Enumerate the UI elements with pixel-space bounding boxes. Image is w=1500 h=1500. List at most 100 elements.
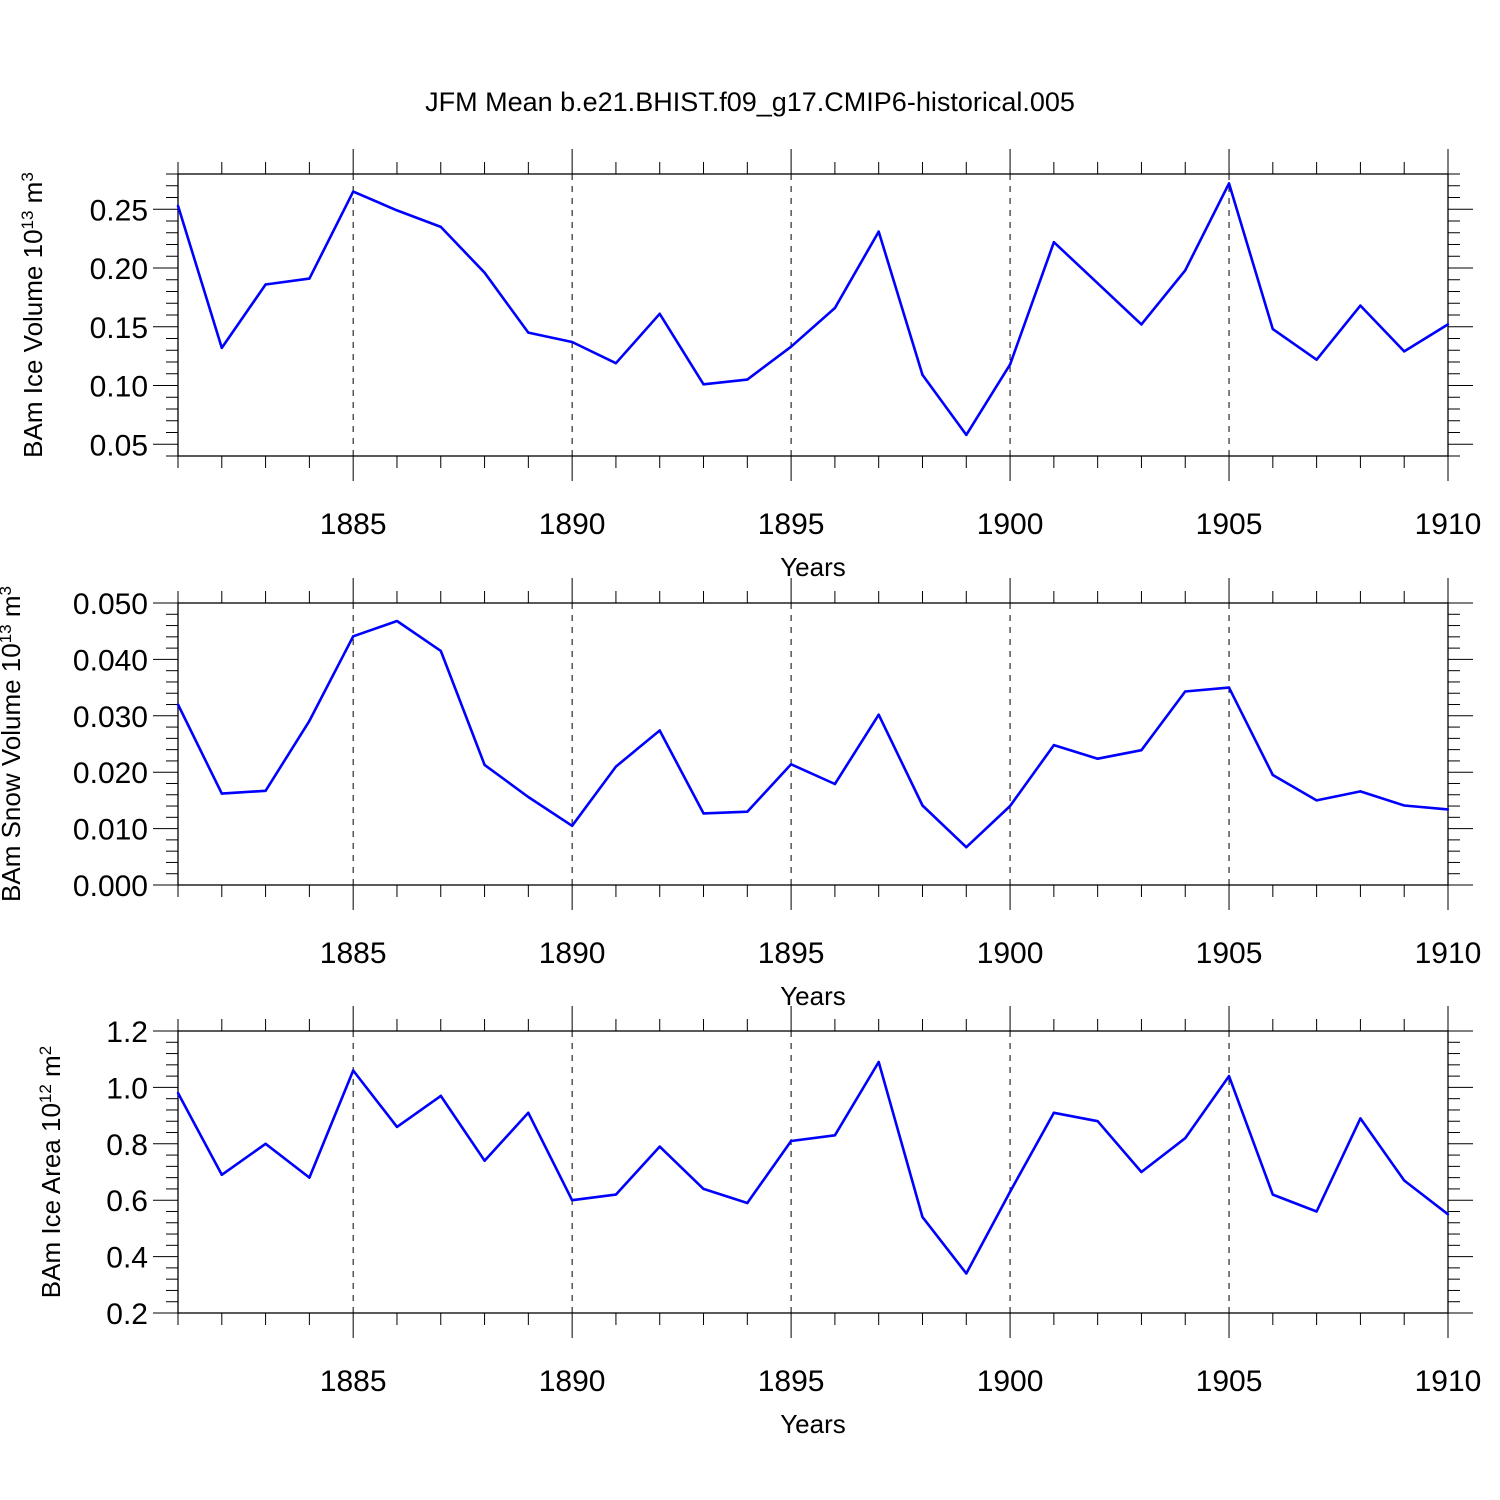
data-point (614, 361, 618, 365)
data-point (1227, 1074, 1231, 1078)
data-point (702, 812, 705, 815)
y-tick-label: 0.000 (73, 870, 148, 903)
y-tick-label: 0.010 (73, 814, 148, 847)
x-tick-label: 1895 (758, 508, 825, 541)
data-point (877, 713, 880, 716)
x-tick-label: 1885 (320, 1365, 387, 1398)
y-axis-title-part: m (18, 182, 48, 211)
data-point (570, 340, 574, 344)
data-point (658, 1145, 661, 1148)
plot-frame (177, 1030, 1449, 1314)
data-point (833, 1134, 837, 1137)
data-point (1403, 350, 1406, 353)
data-point (1403, 1179, 1406, 1182)
y-tick-label: 0.15 (90, 312, 148, 345)
data-point (220, 1173, 223, 1177)
data-point (1227, 686, 1231, 689)
data-point (1052, 240, 1056, 244)
x-axis-title: Years (780, 552, 846, 582)
panel-2: 0.000 0.010 0.020 0.030 0.040 0.050 1885 1890 18… (0, 578, 1481, 1011)
series-line (176, 1060, 1449, 1275)
data-point (921, 373, 924, 377)
data-point (395, 209, 399, 212)
data-point (965, 433, 968, 437)
data-point (264, 283, 267, 286)
y-axis-title-part: m (36, 1055, 66, 1084)
y-tick-label: 1.2 (106, 1016, 148, 1049)
data-point (483, 271, 486, 274)
data-point (1271, 1193, 1275, 1196)
data-point (1096, 757, 1099, 760)
y-axis-title-superscript: 13 (0, 624, 15, 643)
data-point (351, 635, 355, 638)
y-tick-label: 0.05 (90, 429, 148, 462)
series-line (176, 182, 1449, 437)
y-tick-label: 0.030 (73, 701, 148, 734)
data-point (1403, 804, 1406, 807)
data-point (1315, 358, 1318, 361)
data-point (351, 1069, 355, 1072)
x-tick-label: 1905 (1196, 937, 1263, 970)
data-point (1359, 304, 1362, 307)
data-point (1271, 327, 1275, 331)
series-line (176, 619, 1449, 849)
data-point (176, 1091, 180, 1095)
data-point (921, 1215, 924, 1219)
y-axis-title-superscript: 2 (36, 1046, 55, 1055)
y-axis-title-part: BAm Ice Volume 10 (18, 229, 48, 457)
y-axis-title-superscript: 3 (18, 172, 37, 181)
data-point (220, 792, 223, 795)
data-point (1315, 1210, 1318, 1213)
x-tick-label: 1895 (758, 937, 825, 970)
x-axis-title: Years (780, 1409, 846, 1439)
y-axis-title-superscript: 13 (18, 211, 37, 230)
data-point (614, 765, 618, 768)
panel-1: 0.05 0.10 0.15 0.20 0.25 1885 1890 1895 1900 1905… (18, 149, 1482, 582)
data-point (176, 703, 180, 706)
data-point (1052, 743, 1056, 747)
data-point (308, 1176, 311, 1179)
x-tick-label: 1890 (539, 508, 606, 541)
data-point (1140, 749, 1143, 752)
data-point (1315, 799, 1318, 802)
y-axis-title-superscript: 12 (36, 1084, 55, 1103)
data-point (570, 824, 574, 827)
data-point (921, 804, 924, 807)
y-tick-label: 0.20 (90, 253, 148, 286)
data-point (1271, 773, 1275, 777)
y-axis-title-part: BAm Snow Volume 10 (0, 643, 26, 902)
data-point (658, 729, 661, 732)
plot-frame (177, 602, 1449, 886)
x-tick-label: 1910 (1415, 508, 1482, 541)
y-tick-label: 0.25 (90, 194, 148, 227)
y-axis-title: BAm Snow Volume 1013 m3 (0, 586, 26, 902)
data-point (308, 277, 311, 280)
data-point (746, 378, 749, 381)
data-point (439, 1094, 442, 1098)
data-point (877, 1060, 880, 1064)
data-point (176, 204, 180, 207)
x-tick-label: 1910 (1415, 937, 1482, 970)
y-axis-title-part: m (0, 595, 26, 624)
data-point (264, 789, 267, 793)
data-point (439, 225, 442, 229)
x-tick-label: 1905 (1196, 1365, 1263, 1398)
y-tick-label: 1.0 (106, 1072, 148, 1105)
data-point (1096, 282, 1099, 285)
x-tick-label: 1890 (539, 937, 606, 970)
data-point (527, 795, 530, 799)
data-point (527, 1111, 530, 1114)
y-axis-title: BAm Ice Volume 1013 m3 (18, 172, 49, 458)
y-tick-label: 0.6 (106, 1185, 148, 1218)
data-point (1359, 790, 1362, 793)
data-point (220, 346, 223, 350)
data-point (614, 1193, 618, 1196)
data-point (527, 331, 530, 334)
data-point (351, 190, 355, 193)
data-point (789, 345, 793, 348)
y-tick-label: 0.10 (90, 371, 148, 404)
data-point (1052, 1111, 1056, 1114)
y-tick-label: 0.050 (73, 588, 148, 621)
data-point (395, 1125, 399, 1129)
